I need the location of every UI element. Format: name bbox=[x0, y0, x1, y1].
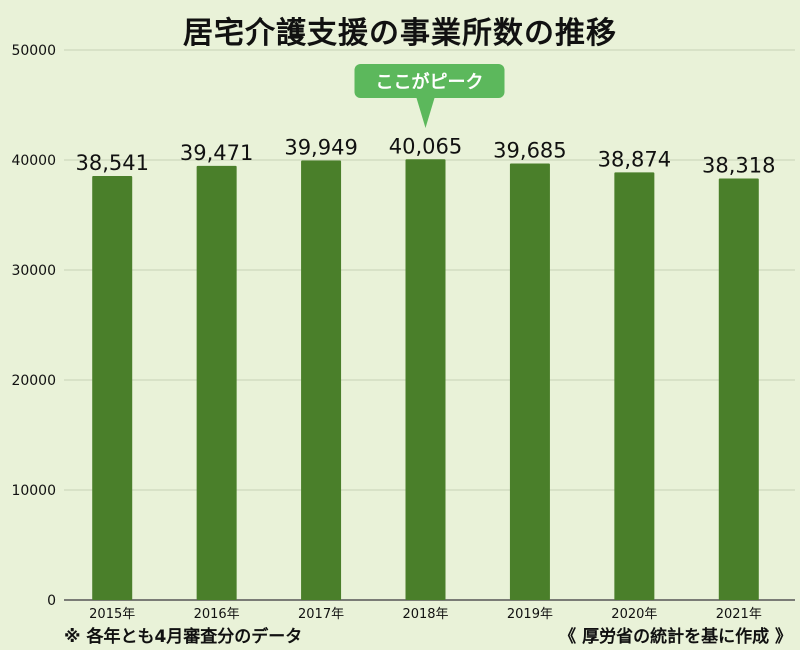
value-labels: 38,541 39,471 39,949 40,065 39,685 38,874 38,3… bbox=[75, 134, 775, 177]
callout-pointer bbox=[416, 98, 435, 128]
footnote-source: 《 厚労省の統計を基に作成 》 bbox=[559, 627, 792, 647]
bar-2019年 bbox=[509, 163, 550, 600]
value-label-2018年: 40,065 bbox=[389, 134, 462, 158]
x-tick-label-2020年: 2020年 bbox=[611, 607, 657, 622]
value-label-2019年: 39,685 bbox=[493, 138, 566, 162]
y-tick-label: 20000 bbox=[11, 373, 56, 389]
y-tick-label: 10000 bbox=[11, 483, 56, 499]
value-label-2016年: 39,471 bbox=[180, 141, 253, 165]
bar-2015年 bbox=[92, 176, 133, 600]
bar-2017年 bbox=[301, 160, 342, 600]
bar-2018年 bbox=[405, 159, 446, 600]
x-tick-label-2019年: 2019年 bbox=[507, 607, 553, 622]
value-label-2017年: 39,949 bbox=[284, 136, 357, 160]
bar-2020年 bbox=[614, 172, 655, 601]
chart-title: 居宅介護支援の事業所数の推移 bbox=[183, 16, 617, 51]
x-tick-label-2021年: 2021年 bbox=[716, 607, 762, 622]
value-label-2021年: 38,318 bbox=[702, 154, 775, 178]
y-tick-label: 0 bbox=[47, 593, 56, 609]
y-tick-label: 40000 bbox=[11, 153, 56, 169]
value-label-2020年: 38,874 bbox=[598, 147, 671, 171]
bar-2016年 bbox=[196, 165, 237, 600]
x-tick-label-2018年: 2018年 bbox=[402, 607, 448, 622]
bar-2021年 bbox=[718, 178, 759, 600]
x-tick-label-2017年: 2017年 bbox=[298, 607, 344, 622]
y-tick-label: 30000 bbox=[11, 263, 56, 279]
x-axis-ticks: 2015年 2016年 2017年 2018年 2019年 2020年 2021年 bbox=[89, 607, 762, 622]
x-tick-label-2016年: 2016年 bbox=[194, 607, 240, 622]
value-label-2015年: 38,541 bbox=[75, 151, 148, 175]
y-tick-label: 50000 bbox=[11, 43, 56, 59]
y-axis-ticks: 0 10000 20000 30000 40000 50000 bbox=[11, 43, 56, 609]
footnote-data-source-period: ※ 各年とも4月審査分のデータ bbox=[64, 627, 303, 647]
peak-callout: ここがピーク bbox=[354, 64, 505, 128]
callout-box bbox=[354, 64, 505, 98]
x-tick-label-2015年: 2015年 bbox=[89, 607, 135, 622]
callout-text: ここがピーク bbox=[376, 71, 484, 93]
bars bbox=[92, 159, 759, 601]
